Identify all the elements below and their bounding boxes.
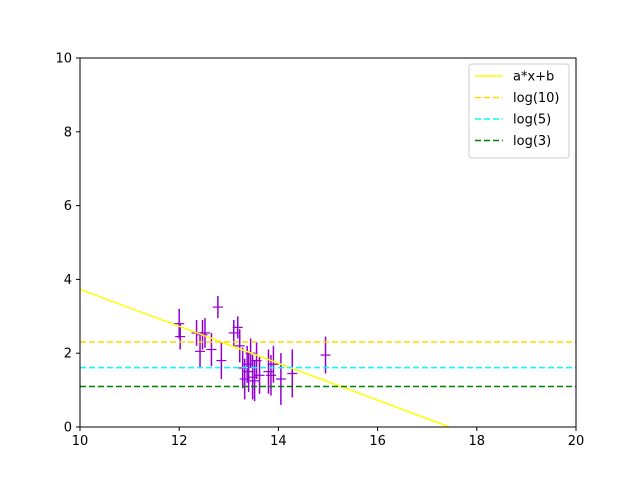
errorbar-point [268, 345, 279, 383]
y-tick-label: 0 [64, 421, 72, 436]
y-tick-label: 4 [64, 273, 72, 288]
x-tick-label: 14 [270, 434, 287, 449]
errorbar-point [234, 329, 245, 363]
x-tick-label: 20 [568, 434, 585, 449]
legend: a*x+b log(10) log(5) log(3) [468, 63, 570, 159]
plot-area [80, 288, 576, 427]
legend-label: a*x+b [513, 70, 554, 85]
legend-entry: log(3) [475, 134, 551, 149]
legend-entry: a*x+b [475, 70, 554, 85]
legend-label: log(10) [513, 91, 560, 106]
y-tick-label: 8 [64, 125, 72, 140]
x-axis: 10 12 14 16 18 20 [72, 427, 585, 449]
errorbar-point [195, 334, 206, 368]
legend-label: log(5) [513, 113, 551, 128]
errorbar-point [265, 355, 276, 396]
x-tick-label: 16 [369, 434, 386, 449]
legend-label: log(3) [513, 134, 551, 149]
x-tick-label: 12 [171, 434, 188, 449]
errorbar-point [199, 318, 210, 348]
errorbar-point [287, 349, 298, 398]
errorbar-point [174, 308, 185, 339]
errorbar-point [275, 353, 286, 405]
y-axis: 0 2 4 6 8 10 [55, 52, 80, 436]
legend-entry: log(10) [475, 91, 560, 106]
legend-entry: log(5) [475, 113, 551, 128]
fit-line-series [80, 288, 450, 427]
axes-frame [79, 57, 577, 428]
x-tick-label: 10 [72, 434, 89, 449]
errorbar-point [263, 349, 274, 394]
y-tick-label: 2 [64, 347, 72, 362]
legend-box [468, 63, 570, 159]
errorbar-point [216, 342, 227, 380]
errorbar-point [175, 323, 186, 350]
errorbar-point [254, 356, 265, 394]
x-tick-label: 18 [469, 434, 486, 449]
errorbar-point [212, 296, 223, 319]
y-tick-label: 6 [64, 199, 72, 214]
errorbar-point [232, 316, 243, 339]
y-tick-label: 10 [55, 52, 72, 67]
